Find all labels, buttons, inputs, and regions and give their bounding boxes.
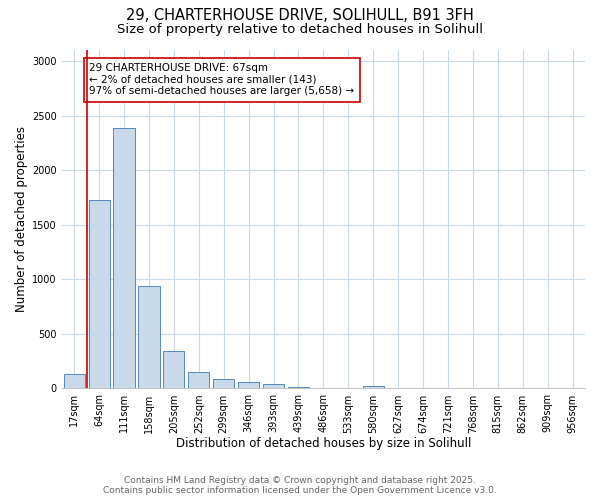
Text: 29 CHARTERHOUSE DRIVE: 67sqm
← 2% of detached houses are smaller (143)
97% of se: 29 CHARTERHOUSE DRIVE: 67sqm ← 2% of det… xyxy=(89,63,355,96)
Bar xyxy=(163,352,184,389)
Bar xyxy=(263,384,284,388)
Bar xyxy=(362,386,384,388)
Bar xyxy=(188,372,209,388)
Bar xyxy=(288,386,309,388)
Bar xyxy=(113,128,134,388)
Bar xyxy=(238,382,259,388)
Text: 29, CHARTERHOUSE DRIVE, SOLIHULL, B91 3FH: 29, CHARTERHOUSE DRIVE, SOLIHULL, B91 3F… xyxy=(126,8,474,22)
Bar xyxy=(213,379,235,388)
Bar xyxy=(64,374,85,388)
Bar xyxy=(139,286,160,388)
X-axis label: Distribution of detached houses by size in Solihull: Distribution of detached houses by size … xyxy=(176,437,471,450)
Y-axis label: Number of detached properties: Number of detached properties xyxy=(15,126,28,312)
Text: Size of property relative to detached houses in Solihull: Size of property relative to detached ho… xyxy=(117,22,483,36)
Bar xyxy=(89,200,110,388)
Text: Contains HM Land Registry data © Crown copyright and database right 2025.
Contai: Contains HM Land Registry data © Crown c… xyxy=(103,476,497,495)
